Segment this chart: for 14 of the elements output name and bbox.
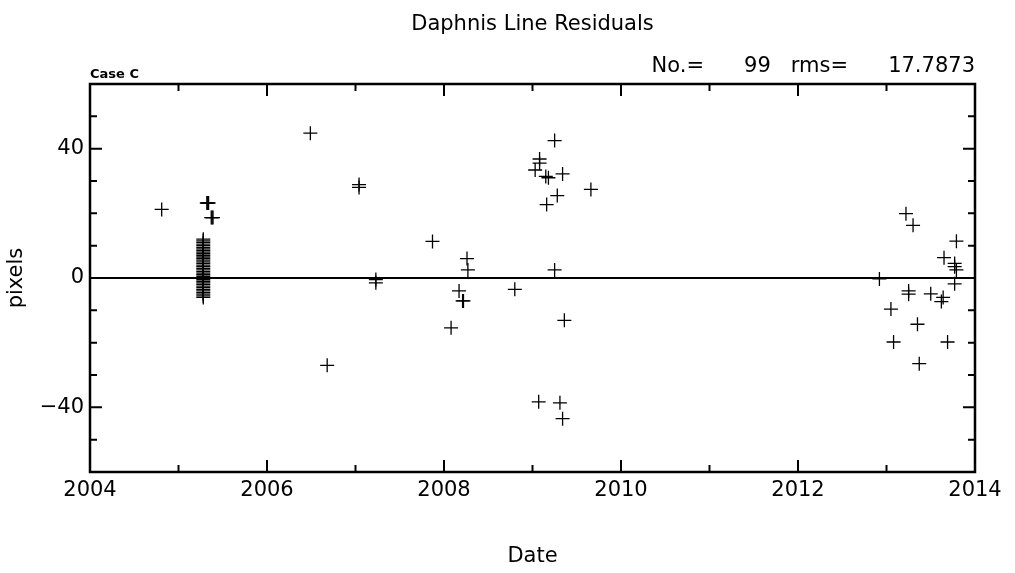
x-axis-title: Date <box>507 542 558 567</box>
x-tick-label: 2008 <box>417 477 471 502</box>
x-tick-label: 2006 <box>240 477 294 502</box>
y-axis-title: pixels <box>3 247 28 309</box>
x-tick-label: 2014 <box>948 477 1002 502</box>
text: No.= 99 rms= 17.7873 <box>651 53 975 77</box>
x-tick-label: 2004 <box>63 477 117 502</box>
y-tick-label: 40 <box>57 135 84 160</box>
x-tick-label: 2012 <box>771 477 825 502</box>
text: Case C <box>90 66 139 81</box>
y-tick-label: −40 <box>39 393 84 418</box>
y-tick-label: 0 <box>70 264 84 289</box>
chart-title: Daphnis Line Residuals <box>411 11 654 35</box>
x-tick-label: 2010 <box>594 477 648 502</box>
